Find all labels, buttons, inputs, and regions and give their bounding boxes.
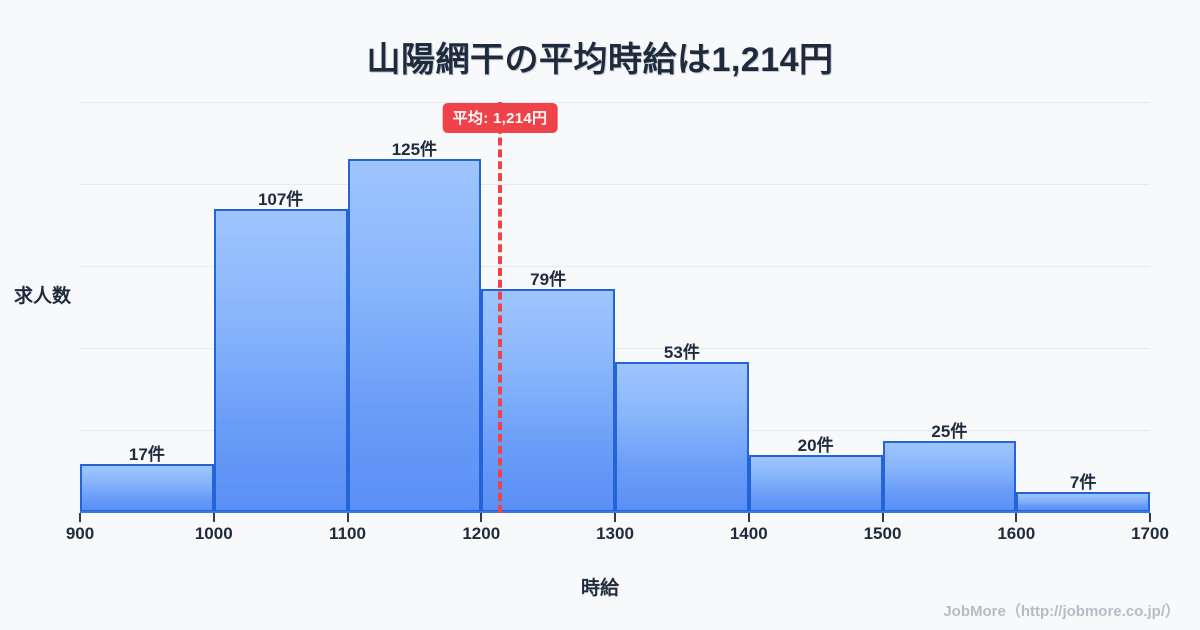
average-value-badge: 平均: 1,214円 bbox=[442, 103, 558, 133]
bar-value-label: 25件 bbox=[931, 422, 968, 442]
histogram-bar bbox=[1016, 492, 1150, 512]
x-axis-tick-label: 1000 bbox=[194, 524, 233, 543]
x-axis-tick-label: 1200 bbox=[462, 524, 501, 543]
x-axis-tick-label: 1300 bbox=[596, 524, 634, 543]
histogram-bar bbox=[213, 209, 348, 512]
histogram-bar bbox=[748, 455, 883, 512]
histogram-bar bbox=[481, 288, 615, 512]
bar-value-label: 125件 bbox=[391, 139, 438, 159]
x-axis-tick bbox=[79, 513, 81, 522]
x-axis-title: 時給 bbox=[580, 578, 619, 599]
x-axis-tick bbox=[747, 513, 750, 522]
average-line bbox=[497, 102, 502, 513]
x-axis-tick-label: 1700 bbox=[1131, 524, 1169, 543]
gridline bbox=[80, 184, 1150, 185]
x-axis-tick-label: 1500 bbox=[863, 524, 902, 543]
x-axis-tick-label: 1400 bbox=[729, 524, 768, 543]
histogram-bar bbox=[882, 441, 1017, 512]
bar-value-label: 79件 bbox=[530, 269, 567, 289]
watermark-credit: JobMore（http://jobmore.co.jp/） bbox=[943, 603, 1180, 620]
x-axis-tick-label: 900 bbox=[65, 524, 95, 543]
gridline bbox=[80, 348, 1150, 349]
y-axis-title: 求人数 bbox=[14, 286, 72, 307]
histogram-bar bbox=[347, 158, 482, 512]
bar-value-label: 17件 bbox=[128, 444, 165, 464]
bar-value-label: 53件 bbox=[663, 343, 700, 363]
gridline bbox=[80, 102, 1150, 103]
histogram-bar bbox=[615, 362, 749, 512]
plot-area bbox=[80, 102, 1150, 512]
x-axis-tick-label: 1100 bbox=[329, 524, 366, 543]
bar-value-label: 107件 bbox=[257, 190, 304, 210]
x-axis-tick-label: 1600 bbox=[997, 524, 1036, 543]
gridline bbox=[80, 266, 1150, 267]
x-axis-tick bbox=[614, 513, 616, 522]
x-axis-tick bbox=[881, 513, 884, 522]
x-axis-tick bbox=[1149, 513, 1151, 522]
x-axis-tick bbox=[480, 513, 483, 522]
x-axis-tick bbox=[1015, 513, 1018, 522]
x-axis-tick bbox=[212, 513, 215, 522]
x-axis-line bbox=[80, 511, 1150, 513]
bar-value-label: 20件 bbox=[797, 436, 834, 456]
bar-value-label: 7件 bbox=[1069, 473, 1097, 493]
x-axis-tick bbox=[346, 513, 349, 522]
histogram-bar bbox=[80, 463, 214, 512]
chart-title: 山陽網干の平均時給は1,214円 bbox=[366, 41, 834, 79]
